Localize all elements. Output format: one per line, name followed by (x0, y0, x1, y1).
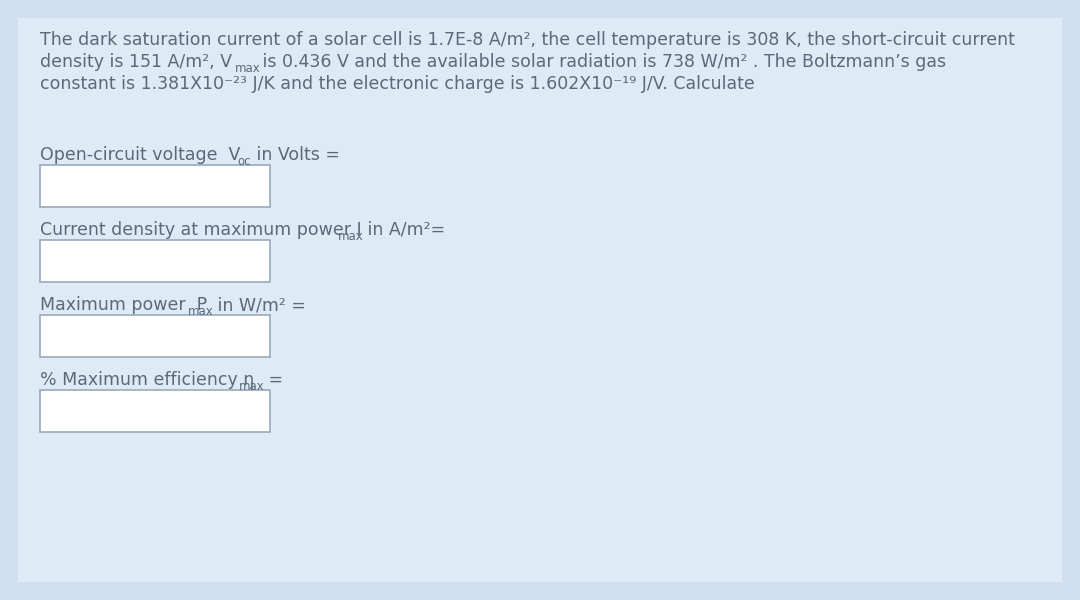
Text: % Maximum efficiency η: % Maximum efficiency η (40, 371, 254, 389)
Text: in Volts =: in Volts = (251, 146, 340, 164)
Text: oc: oc (237, 155, 251, 168)
Text: density is 151 A/m², V: density is 151 A/m², V (40, 53, 232, 71)
Text: Current density at maximum power I: Current density at maximum power I (40, 221, 362, 239)
Text: max: max (188, 305, 214, 318)
Text: is 0.436 V and the available solar radiation is 738 W/m² . The Boltzmann’s gas: is 0.436 V and the available solar radia… (257, 53, 946, 71)
Bar (40, 390, 270, 432)
Text: constant is 1.381X10⁻²³ J/K and the electronic charge is 1.602X10⁻¹⁹ J/V. Calcul: constant is 1.381X10⁻²³ J/K and the elec… (40, 75, 755, 93)
Text: The dark saturation current of a solar cell is 1.7E-8 A/m², the cell temperature: The dark saturation current of a solar c… (40, 31, 1015, 49)
Text: in W/m² =: in W/m² = (212, 296, 306, 314)
Text: max: max (235, 62, 260, 75)
Text: max: max (338, 230, 364, 243)
Text: Maximum power  P: Maximum power P (40, 296, 207, 314)
Bar (40, 165, 270, 207)
Text: max: max (239, 380, 265, 393)
Text: Open-circuit voltage  V: Open-circuit voltage V (40, 146, 241, 164)
Text: in A/m²=: in A/m²= (362, 221, 445, 239)
Bar (40, 240, 270, 282)
Bar (40, 315, 270, 357)
Text: =: = (264, 371, 283, 389)
